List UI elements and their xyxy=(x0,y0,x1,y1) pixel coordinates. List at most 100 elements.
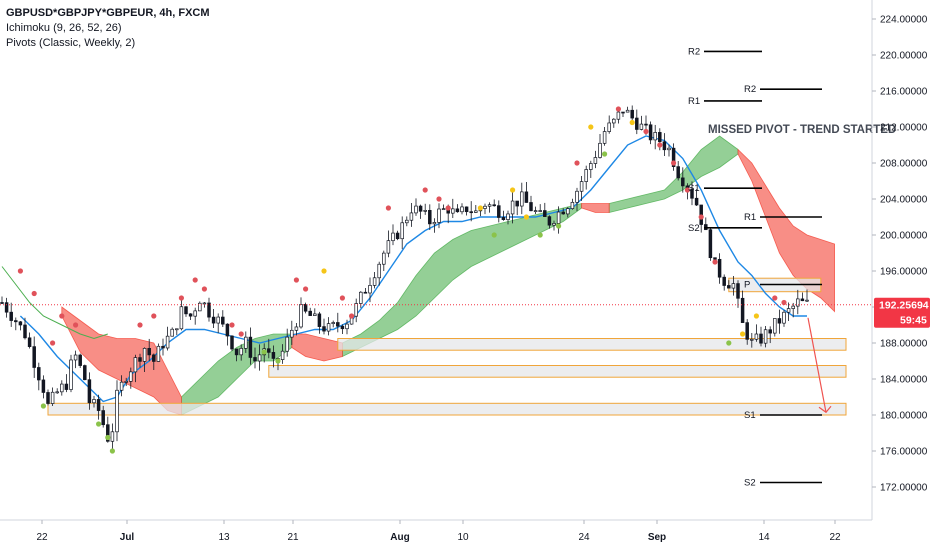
candle-body xyxy=(27,337,32,347)
x-tick-label: 14 xyxy=(758,532,770,543)
signal-dot xyxy=(349,313,355,319)
candle-body xyxy=(253,357,257,362)
y-tick-label: 172.00000 xyxy=(880,483,928,494)
candle-body xyxy=(460,206,464,213)
candle-body xyxy=(483,205,487,209)
candle-body xyxy=(782,311,786,324)
signal-dot xyxy=(293,277,299,283)
pivot-label: R2 xyxy=(744,84,756,95)
pivots-label[interactable]: Pivots (Classic, Weekly, 2) xyxy=(6,37,136,49)
signal-dot xyxy=(151,313,157,319)
x-tick-label: Jul xyxy=(120,532,135,543)
y-tick-label: 196.00000 xyxy=(880,267,928,278)
candle-body xyxy=(469,211,473,214)
candle-body xyxy=(248,336,253,358)
signal-dot xyxy=(339,295,345,301)
cloud-bear-2 xyxy=(581,203,610,213)
candle-body xyxy=(589,163,593,170)
candle-body xyxy=(736,283,740,299)
candle-body xyxy=(786,308,791,313)
signal-dot xyxy=(178,295,184,301)
candle-body xyxy=(69,359,73,390)
y-tick-label: 200.00000 xyxy=(880,231,928,242)
candle-body xyxy=(681,177,685,187)
candle-body xyxy=(625,109,630,113)
candle-body xyxy=(239,348,243,356)
candle-body xyxy=(285,336,289,352)
candle-body xyxy=(464,206,469,213)
candle-body xyxy=(83,365,87,381)
candle-body xyxy=(271,352,276,359)
candle-body xyxy=(547,216,552,226)
candle-body xyxy=(437,208,441,223)
y-tick-label: 204.00000 xyxy=(880,195,928,206)
candle-body xyxy=(612,118,616,124)
candle-body xyxy=(593,157,598,164)
candle-body xyxy=(363,291,368,294)
candle-body xyxy=(161,345,165,349)
candle-body xyxy=(405,219,409,224)
signal-dot xyxy=(73,322,79,328)
candle-body xyxy=(602,131,607,144)
candle-body xyxy=(230,335,234,350)
candle-body xyxy=(119,381,124,391)
last-price-tag: 192.25694 59:45 xyxy=(874,297,930,328)
x-tick-label: 10 xyxy=(457,532,469,543)
y-tick-label: 176.00000 xyxy=(880,447,928,458)
candle-body xyxy=(202,302,207,305)
candle-body xyxy=(400,222,404,240)
signal-dot xyxy=(422,187,428,193)
candle-body xyxy=(368,285,372,294)
candle-body xyxy=(639,123,644,130)
candle-body xyxy=(46,392,50,404)
candle-body xyxy=(497,205,501,218)
candle-body xyxy=(55,391,59,394)
last-price-value: 192.25694 xyxy=(879,300,929,312)
candle-body xyxy=(630,109,634,119)
symbol-title[interactable]: GBPUSD*GBPJPY*GBPEUR, 4h, FXCM xyxy=(6,7,210,19)
candle-body xyxy=(520,191,524,207)
candle-body xyxy=(290,329,294,338)
signal-dot xyxy=(59,313,65,319)
signal-dot xyxy=(684,187,691,193)
signal-dot xyxy=(445,205,451,211)
signal-dot xyxy=(137,322,143,328)
projection-arrow[interactable] xyxy=(807,317,827,413)
signal-dot xyxy=(712,259,718,265)
signal-dot xyxy=(615,106,622,112)
candle-body xyxy=(579,181,584,192)
candle-body xyxy=(336,322,340,327)
candle-body xyxy=(211,316,216,324)
signal-dot xyxy=(31,290,37,297)
signal-dot xyxy=(261,349,267,355)
signal-dot xyxy=(671,160,677,166)
candle-body xyxy=(354,303,358,317)
y-tick-label: 212.00000 xyxy=(880,123,928,134)
candle-body xyxy=(23,324,27,339)
candle-body xyxy=(533,210,538,212)
candle-body xyxy=(487,204,492,207)
candle-body xyxy=(667,147,671,151)
sr-zone-1[interactable] xyxy=(268,365,847,378)
candle-body xyxy=(570,201,575,209)
sr-zone-0[interactable] xyxy=(47,402,847,416)
candle-body xyxy=(87,379,92,404)
x-tick-label: Sep xyxy=(648,532,666,543)
candle-body xyxy=(244,336,248,349)
sr-zone-2[interactable] xyxy=(337,338,847,351)
ichimoku-label[interactable]: Ichimoku (9, 26, 52, 26) xyxy=(6,22,122,34)
candle-body xyxy=(372,277,377,286)
candle-body xyxy=(395,232,400,240)
candle-body xyxy=(455,208,460,213)
candle-body xyxy=(106,424,110,442)
candle-body xyxy=(575,190,579,203)
candle-body xyxy=(524,191,529,203)
candle-body xyxy=(322,326,326,332)
x-tick-label: 21 xyxy=(287,532,299,543)
pivot-label: S1 xyxy=(688,183,700,194)
candle-body xyxy=(644,123,648,126)
candle-body xyxy=(124,381,128,383)
pivot-label: S1 xyxy=(744,410,756,421)
